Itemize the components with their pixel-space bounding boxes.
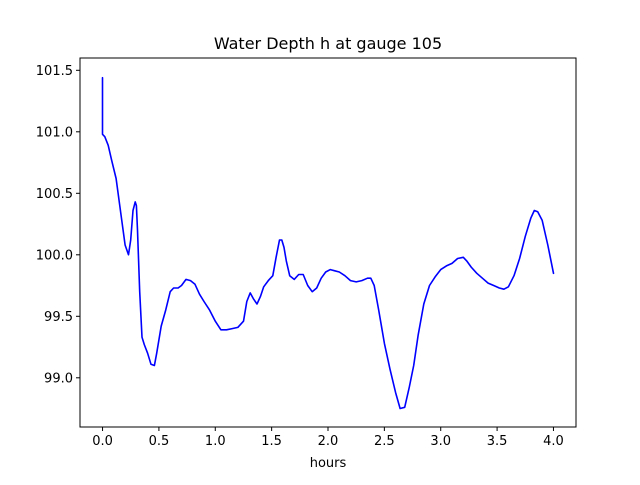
- y-tick-label: 101.0: [36, 125, 73, 140]
- chart-title: Water Depth h at gauge 105: [214, 34, 442, 53]
- x-tick-label: 3.5: [487, 434, 508, 449]
- x-tick-label: 1.5: [261, 434, 282, 449]
- x-axis-title: hours: [310, 456, 347, 471]
- y-tick-label: 101.5: [36, 64, 73, 79]
- y-tick-label: 99.5: [44, 310, 73, 325]
- x-tick-label: 4.0: [543, 434, 564, 449]
- x-tick-label: 1.0: [205, 434, 226, 449]
- plot-area: [101, 76, 555, 410]
- x-tick-label: 2.5: [374, 434, 395, 449]
- series-line: [101, 76, 555, 410]
- x-tick-label: 0.0: [92, 434, 113, 449]
- x-tick-label: 2.0: [318, 434, 339, 449]
- y-tick-label: 99.0: [44, 371, 73, 386]
- y-tick-label: 100.5: [36, 187, 73, 202]
- x-tick-label: 3.0: [430, 434, 451, 449]
- y-tick-label: 100.0: [36, 248, 73, 263]
- x-axis: 0.0 0.5 1.0 1.5 2.0 2.5 3.0 3.5 4.0: [92, 427, 564, 449]
- x-tick-label: 0.5: [149, 434, 170, 449]
- y-axis: 99.0 99.5 100.0 100.5 101.0 101.5: [36, 64, 80, 386]
